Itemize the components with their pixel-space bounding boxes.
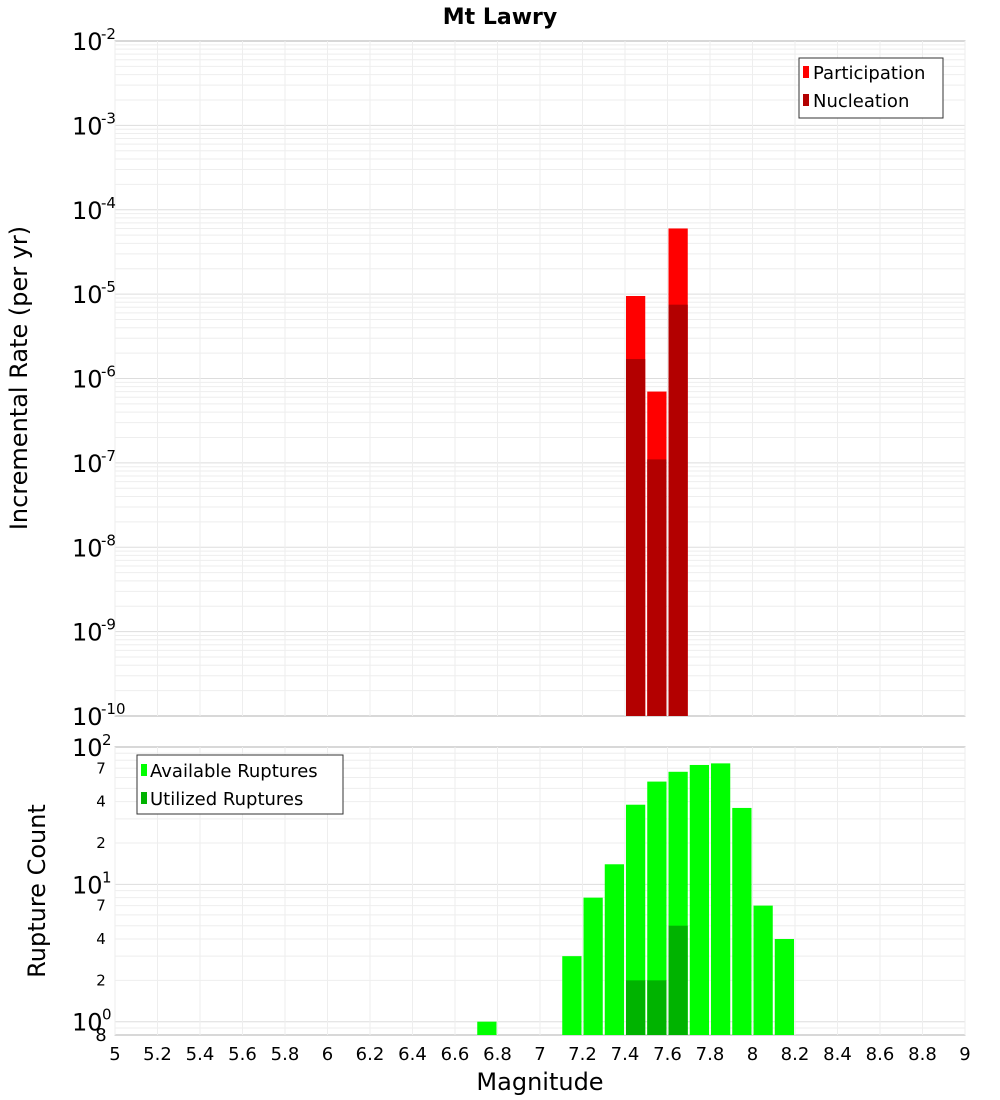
x-tick-label: 8.2 xyxy=(781,1044,810,1065)
x-tick-label: 5.8 xyxy=(271,1044,300,1065)
rate-legend: Participation Nucleation xyxy=(798,57,944,119)
x-tick-label: 5.2 xyxy=(143,1044,172,1065)
x-tick-label: 5.4 xyxy=(186,1044,215,1065)
y-minor-tick-label: 4 xyxy=(96,793,106,811)
bar-available-ruptures xyxy=(711,763,731,1035)
x-tick-label: 8.4 xyxy=(823,1044,852,1065)
y-tick-exponent: 2 xyxy=(102,731,112,749)
rate-legend-box xyxy=(798,57,944,119)
legend-label-nucleation: Nucleation xyxy=(813,91,909,112)
legend-swatch-participation xyxy=(803,66,809,78)
bar-nucleation xyxy=(626,359,646,716)
bar-utilized-ruptures xyxy=(647,980,667,1035)
y-minor-tick-label: 2 xyxy=(96,834,106,852)
x-tick-label: 6.6 xyxy=(441,1044,470,1065)
y-tick-exponent: -9 xyxy=(101,616,116,634)
bar-available-ruptures xyxy=(562,956,582,1035)
y-tick-label: 10 xyxy=(72,619,103,647)
rate-bars xyxy=(626,228,688,716)
y-tick-label: 10 xyxy=(72,112,103,140)
bar-nucleation xyxy=(668,304,688,716)
bar-available-ruptures xyxy=(477,1021,497,1035)
bar-available-ruptures xyxy=(753,905,773,1035)
bar-utilized-ruptures xyxy=(668,925,688,1035)
y-tick-exponent: -10 xyxy=(101,700,126,718)
y-minor-tick-label: 4 xyxy=(96,930,106,948)
legend-label-participation: Participation xyxy=(813,63,925,84)
bar-available-ruptures xyxy=(647,781,667,1035)
rate-y-axis-label: Incremental Rate (per yr) xyxy=(5,226,33,530)
y-tick-exponent: -3 xyxy=(101,109,116,127)
y-tick-exponent: 1 xyxy=(102,868,112,886)
x-tick-label: 7.6 xyxy=(653,1044,682,1065)
count-y-axis-label: Rupture Count xyxy=(23,804,51,978)
y-tick-label: 10 xyxy=(72,281,103,309)
x-tick-label: 5.6 xyxy=(228,1044,257,1065)
y-tick-label: 10 xyxy=(72,871,103,899)
y-minor-tick-label: 7 xyxy=(96,897,106,915)
count-legend-box xyxy=(136,754,344,815)
x-tick-label: 5 xyxy=(109,1044,120,1065)
count-bars xyxy=(477,763,794,1035)
y-tick-exponent: -5 xyxy=(101,278,116,296)
y-tick-label: 10 xyxy=(72,734,103,762)
chart-title: Mt Lawry xyxy=(443,5,557,30)
x-tick-label: 6 xyxy=(322,1044,333,1065)
y-tick-exponent: -2 xyxy=(101,25,116,43)
x-axis-ticks: 5 5.2 5.4 5.6 5.8 6 6.2 6.4 6.6 6.8 7 7.2 7.4 7.6 7.8 8… xyxy=(109,1044,970,1065)
legend-label-utilized: Utilized Ruptures xyxy=(150,789,303,810)
y-tick-exponent: -7 xyxy=(101,447,116,465)
y-tick-exponent: -8 xyxy=(101,531,116,549)
x-tick-label: 8.6 xyxy=(866,1044,895,1065)
legend-swatch-nucleation xyxy=(803,94,809,106)
y-tick-label: 10 xyxy=(72,534,103,562)
y-tick-label: 10 xyxy=(72,366,103,394)
x-tick-label: 9 xyxy=(959,1044,970,1065)
x-axis-label: Magnitude xyxy=(476,1068,603,1096)
y-tick-label: 10 xyxy=(72,450,103,478)
x-tick-label: 7.8 xyxy=(696,1044,725,1065)
y-tick-label: 10 xyxy=(72,197,103,225)
y-minor-tick-label: 7 xyxy=(96,759,106,777)
y-tick-exponent: -6 xyxy=(101,363,116,381)
bar-available-ruptures xyxy=(626,804,646,1035)
x-tick-label: 6.2 xyxy=(356,1044,385,1065)
x-tick-label: 7.2 xyxy=(568,1044,597,1065)
count-legend: Available Ruptures Utilized Ruptures xyxy=(136,754,344,815)
y-tick-label: 10 xyxy=(72,703,103,731)
legend-swatch-utilized xyxy=(141,792,147,804)
x-tick-label: 8.8 xyxy=(908,1044,937,1065)
y-minor-tick-label: 8 xyxy=(95,1025,106,1046)
y-tick-exponent: 0 xyxy=(102,1006,112,1024)
bar-available-ruptures xyxy=(732,807,752,1035)
x-tick-label: 6.4 xyxy=(398,1044,427,1065)
x-tick-label: 8 xyxy=(747,1044,758,1065)
y-tick-label: 10 xyxy=(72,1009,103,1037)
x-tick-label: 6.8 xyxy=(483,1044,512,1065)
rate-gridlines xyxy=(114,41,966,716)
bar-nucleation xyxy=(647,459,667,716)
bar-available-ruptures xyxy=(689,764,709,1035)
x-tick-label: 7 xyxy=(534,1044,545,1065)
y-minor-tick-label: 2 xyxy=(96,971,106,989)
bar-available-ruptures xyxy=(774,939,794,1035)
y-tick-exponent: -4 xyxy=(101,194,116,212)
y-tick-label: 10 xyxy=(72,28,103,56)
bar-utilized-ruptures xyxy=(626,980,646,1035)
bar-available-ruptures xyxy=(583,897,603,1035)
bar-available-ruptures xyxy=(604,864,624,1035)
x-tick-label: 7.4 xyxy=(611,1044,640,1065)
legend-swatch-available xyxy=(141,764,147,776)
legend-label-available: Available Ruptures xyxy=(150,761,318,782)
